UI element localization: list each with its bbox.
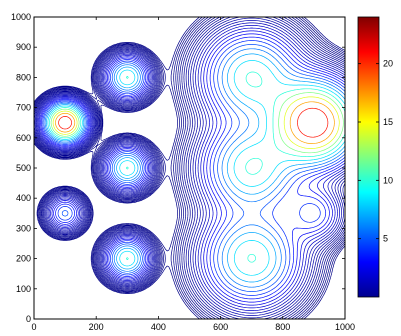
x-tick-label: 0 — [31, 322, 36, 332]
contour-level — [55, 101, 335, 144]
contour-level — [58, 107, 329, 138]
contour-level — [34, 17, 345, 319]
contour-level — [34, 17, 345, 319]
colorbar-tick-label: 20 — [383, 59, 393, 69]
x-tick-label: 1000 — [335, 322, 355, 332]
contour-level — [34, 17, 345, 319]
colorbar — [357, 16, 380, 298]
contour-level — [34, 17, 345, 319]
y-tick-label: 500 — [16, 163, 31, 173]
colorbar-axis: 5 10 15 20 — [358, 59, 393, 244]
contour-level — [38, 27, 345, 309]
contour-level — [46, 53, 345, 283]
contour-level — [37, 25, 345, 311]
x-tick-label: 400 — [151, 322, 166, 332]
contour-level — [34, 17, 345, 319]
contour-lines — [34, 17, 345, 319]
contour-level — [34, 17, 345, 319]
y-tick-label: 100 — [16, 284, 31, 294]
contour-level — [34, 17, 345, 319]
contour-level — [41, 36, 345, 300]
contour-level — [34, 17, 345, 319]
contour-level — [39, 30, 345, 306]
x-axis: 0 200 400 600 800 1000 — [31, 17, 355, 332]
contour-level — [40, 33, 345, 303]
y-tick-label: 0 — [26, 314, 31, 324]
x-tick-label: 200 — [89, 322, 104, 332]
y-tick-label: 900 — [16, 42, 31, 52]
contour-level — [35, 20, 345, 316]
x-tick-label: 600 — [213, 322, 228, 332]
contour-level — [50, 92, 344, 154]
y-tick-label: 600 — [16, 133, 31, 143]
contour-level — [44, 48, 345, 288]
contour-level — [34, 17, 345, 319]
contour-level — [42, 40, 345, 296]
plot-background — [34, 17, 345, 319]
contour-level — [47, 60, 345, 276]
contour-level — [34, 17, 345, 319]
contour-level — [34, 17, 345, 319]
contour-level — [43, 44, 345, 292]
colorbar-tick-label: 10 — [383, 175, 393, 185]
y-tick-label: 300 — [16, 223, 31, 233]
contour-level — [36, 22, 345, 314]
y-tick-label: 1000 — [11, 12, 31, 22]
contour-level — [52, 96, 340, 149]
y-tick-label: 400 — [16, 193, 31, 203]
contour-level — [49, 71, 345, 263]
colorbar-tick-label: 5 — [383, 234, 388, 244]
y-tick-label: 700 — [16, 103, 31, 113]
colorbar-tick-label: 15 — [383, 117, 393, 127]
y-tick-label: 800 — [16, 72, 31, 82]
y-tick-label: 200 — [16, 254, 31, 264]
x-tick-label: 800 — [275, 322, 290, 332]
y-axis: 0 100 200 300 400 500 600 700 800 900 1000 — [11, 12, 345, 324]
